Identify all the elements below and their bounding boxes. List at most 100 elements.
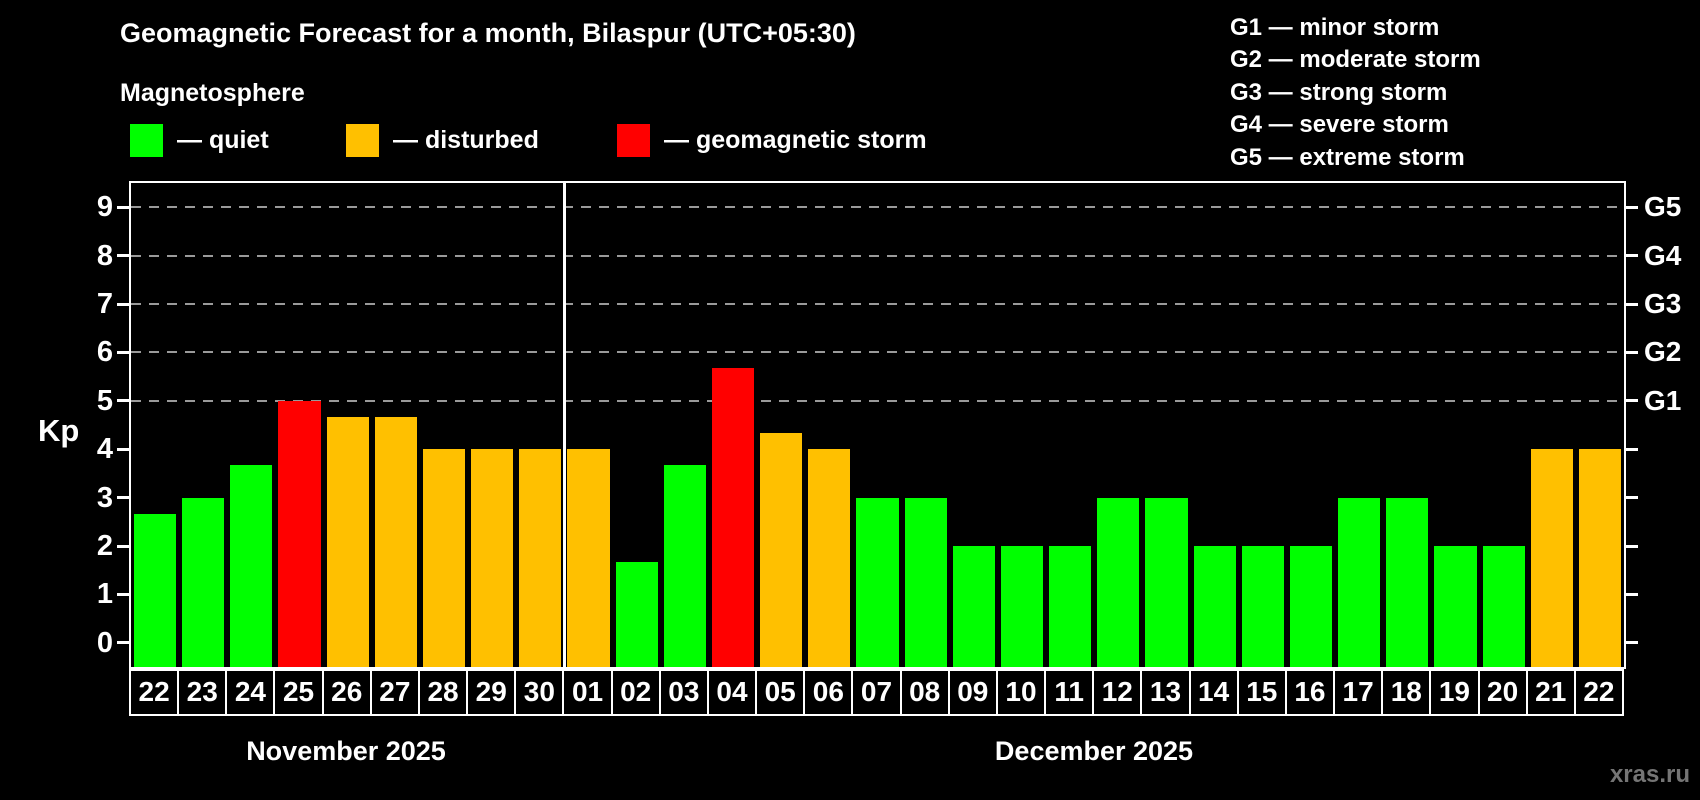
kp-axis-label: Kp — [38, 413, 80, 448]
kp-tick-label-1: 1 — [96, 578, 113, 611]
date-cell: 28 — [417, 669, 469, 716]
kp-bar-23 — [182, 497, 225, 667]
date-cell: 09 — [947, 669, 998, 716]
gridline-kp7 — [131, 303, 1624, 305]
right-axis-tick — [1626, 592, 1638, 596]
legend-item-quiet: — quiet — [130, 124, 269, 157]
date-cell: 29 — [466, 669, 517, 716]
left-axis-tick — [117, 592, 129, 596]
date-cell: 06 — [803, 669, 854, 716]
date-cell: 25 — [273, 669, 324, 716]
right-axis-tick — [1626, 544, 1638, 548]
month-label-november: November 2025 — [246, 736, 446, 766]
kp-bar-07 — [856, 497, 899, 667]
left-axis-tick — [117, 350, 129, 354]
date-cell: 03 — [658, 669, 709, 716]
kp-tick-label-4: 4 — [96, 433, 113, 466]
kp-tick-label-3: 3 — [96, 481, 113, 514]
page-title: Geomagnetic Forecast for a month, Bilasp… — [120, 18, 856, 48]
kp-bar-13 — [1145, 497, 1188, 667]
date-cell: 04 — [706, 669, 758, 716]
g-scale-label-G3: G3 — [1644, 288, 1682, 319]
kp-bar-14 — [1193, 546, 1236, 667]
kp-bar-09 — [952, 546, 995, 667]
legend-label-storm: — geomagnetic storm — [664, 126, 927, 154]
date-cell: 23 — [177, 669, 228, 716]
kp-bar-29 — [471, 449, 514, 667]
chart-subtitle: Magnetosphere — [120, 79, 305, 107]
month-label-december: December 2025 — [994, 736, 1194, 766]
disturbed-color-swatch — [346, 124, 379, 157]
date-cell: 01 — [562, 669, 613, 716]
kp-bar-03 — [663, 465, 706, 667]
quiet-color-swatch — [130, 124, 163, 157]
legend-item-storm: — geomagnetic storm — [617, 124, 927, 157]
kp-bar-10 — [1000, 546, 1044, 667]
kp-bar-02 — [615, 561, 658, 667]
kp-bar-25 — [278, 400, 321, 667]
right-axis-tick — [1626, 496, 1638, 500]
kp-bar-21 — [1530, 449, 1573, 667]
g-scale-legend-line: G1 — minor storm — [1230, 14, 1440, 41]
kp-bar-08 — [904, 497, 947, 667]
date-cell: 21 — [1525, 669, 1576, 716]
date-cell: 19 — [1429, 669, 1480, 716]
date-cell: 30 — [514, 669, 565, 716]
date-cell: 02 — [610, 669, 661, 716]
kp-bar-27 — [374, 416, 417, 667]
left-axis-tick — [117, 302, 129, 306]
g-scale-legend: G1 — minor storm G2 — moderate storm G3 — … — [1230, 12, 1481, 174]
gridline-kp5 — [131, 399, 1624, 402]
right-axis-tick — [1626, 254, 1638, 258]
date-cell: 16 — [1284, 669, 1336, 716]
date-cell: 13 — [1140, 669, 1191, 716]
kp-tick-label-5: 5 — [96, 384, 113, 417]
left-axis-tick — [117, 641, 129, 645]
gridline-kp9 — [131, 206, 1624, 209]
g-scale-legend-line: G2 — moderate storm — [1230, 46, 1481, 74]
date-cell: 07 — [851, 669, 902, 716]
kp-bar-16 — [1289, 546, 1333, 667]
date-cell: 10 — [995, 669, 1047, 716]
plot-inner — [131, 183, 1624, 667]
month-separator-line — [562, 183, 566, 667]
left-axis-tick — [117, 254, 129, 258]
date-cell: 17 — [1333, 669, 1384, 716]
g-scale-label-G2: G2 — [1644, 336, 1682, 368]
kp-bar-12 — [1097, 497, 1140, 667]
gridline-kp8 — [131, 254, 1624, 257]
kp-bar-06 — [808, 449, 851, 667]
date-cell: 24 — [225, 669, 276, 716]
kp-bar-01 — [567, 449, 610, 667]
right-axis-tick — [1626, 350, 1638, 354]
storm-color-swatch — [617, 124, 650, 157]
date-cell: 12 — [1092, 669, 1143, 716]
g-scale-label-G5: G5 — [1644, 191, 1682, 223]
left-axis-tick — [117, 205, 129, 209]
date-cell: 27 — [369, 669, 420, 716]
g-scale-legend-line: G4 — severe storm — [1230, 111, 1449, 139]
gridline-kp6 — [131, 351, 1624, 354]
date-cell: 22 — [129, 669, 180, 716]
left-axis-tick — [117, 544, 129, 548]
plot-area — [129, 181, 1626, 669]
kp-tick-label-6: 6 — [96, 336, 113, 369]
date-cell: 08 — [899, 669, 950, 716]
date-cell: 11 — [1044, 669, 1095, 716]
g-scale-label-G4: G4 — [1644, 239, 1682, 271]
date-cell: 05 — [755, 669, 806, 716]
left-axis-tick — [117, 496, 129, 500]
left-axis-tick — [117, 447, 129, 451]
kp-bar-04 — [711, 368, 755, 667]
kp-bar-26 — [326, 416, 369, 667]
kp-tick-label-8: 8 — [96, 239, 113, 272]
kp-tick-label-7: 7 — [96, 288, 113, 320]
kp-tick-label-0: 0 — [96, 626, 113, 659]
g-scale-label-G1: G1 — [1644, 384, 1682, 416]
date-cell: 15 — [1236, 669, 1287, 716]
date-cell: 20 — [1477, 669, 1528, 716]
g-scale-legend-line: G5 — extreme storm — [1230, 143, 1465, 171]
kp-tick-label-2: 2 — [96, 530, 113, 562]
legend-label-disturbed: — disturbed — [393, 126, 539, 154]
kp-bar-15 — [1241, 546, 1284, 667]
